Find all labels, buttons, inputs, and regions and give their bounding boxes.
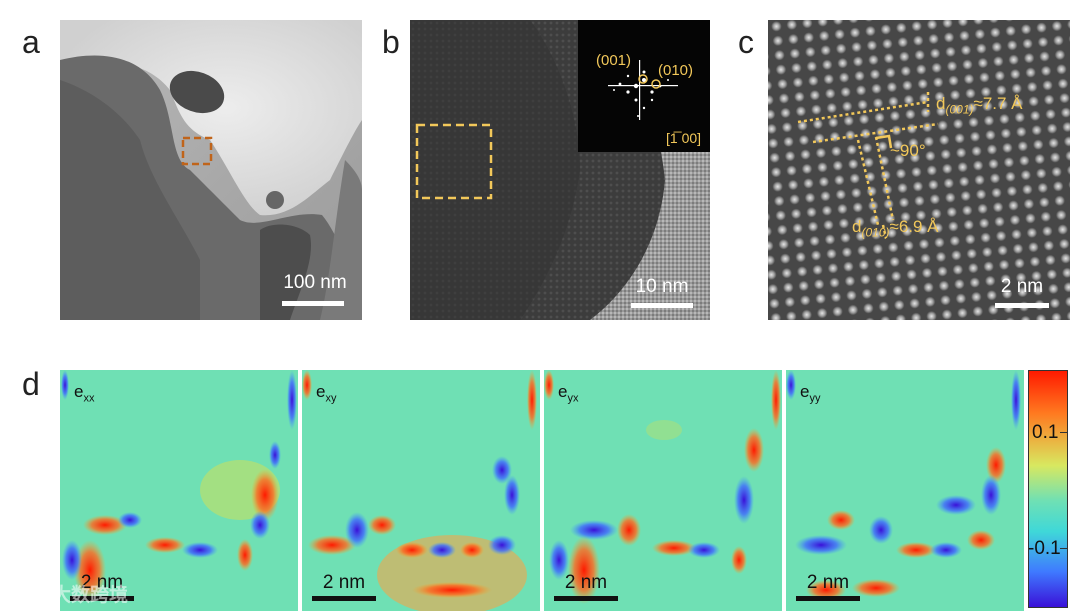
strain-label-exy: exy — [316, 382, 337, 405]
panel-a-scale-bar — [282, 301, 344, 306]
panel-c-lattice-image: d(001)≈7.7 Å ~90° d(010)≈6.9 Å 2 nm — [768, 20, 1070, 320]
strain-label-exx: exx — [74, 382, 95, 405]
panel-b-letter: b — [382, 24, 400, 60]
strain-eyy-scale-label: 2 nm — [806, 572, 850, 593]
strain-eyy-scale-bar — [796, 596, 860, 601]
colorbar-tick-high: 0.1 — [1032, 422, 1059, 443]
panel-a-scale-label: 100 nm — [283, 272, 347, 293]
strain-maps-row: exx 2 nm exy 2 nm — [60, 370, 1024, 611]
colorbar-tick-mark-low — [1060, 548, 1068, 549]
panel-a-letter: a — [22, 24, 40, 60]
strain-exy-scale-label: 2 nm — [322, 572, 366, 593]
watermark: 大数跨境 — [6, 578, 146, 606]
angle-label: ~90° — [890, 141, 926, 160]
strain-label-eyy: eyy — [800, 382, 821, 405]
strain-map-exx: exx 2 nm — [60, 370, 298, 611]
panel-b-scale-bar — [631, 303, 693, 308]
watermark-logo-icon — [8, 582, 45, 598]
fft-spot-010-label: (010) — [658, 62, 694, 79]
panel-a-zoom-box — [181, 136, 213, 166]
strain-map-eyy: eyy 2 nm — [786, 370, 1024, 611]
strain-exy-scale-bar — [312, 596, 376, 601]
panel-b-scale-label: 10 nm — [635, 276, 689, 297]
colorbar — [1028, 370, 1068, 608]
strain-exx-scale-bar — [70, 596, 134, 601]
fft-spot-001-label: (001) — [596, 52, 632, 69]
fft-inset: (001) (010) [1̅ 00] — [578, 20, 710, 152]
colorbar-tick-mark-high — [1060, 432, 1068, 433]
watermark-text: 大数跨境 — [52, 585, 129, 606]
panel-c-scale-bar — [995, 303, 1049, 308]
panel-d-letter: d — [22, 366, 40, 402]
strain-eyx-scale-label: 2 nm — [564, 572, 608, 593]
colorbar-tick-low: -0.1 — [1028, 538, 1061, 559]
strain-eyx-scale-bar — [554, 596, 618, 601]
panel-c-scale-label: 2 nm — [1000, 276, 1044, 297]
panel-b-hrtem-image: (001) (010) [1̅ 00] 10 nm — [410, 20, 710, 320]
panel-a-tem-image: 100 nm — [60, 20, 362, 320]
strain-map-eyx: eyx 2 nm — [544, 370, 782, 611]
fft-zone-axis-label: [1̅ 00] — [666, 130, 702, 146]
panel-c-letter: c — [738, 24, 754, 60]
strain-label-eyx: eyx — [558, 382, 579, 405]
d010-label: d(010)≈6.9 Å — [852, 217, 939, 240]
panel-b-zoom-box — [415, 123, 493, 200]
strain-exx-scale-label: 2 nm — [80, 572, 124, 593]
strain-map-exy: exy 2 nm — [302, 370, 540, 611]
d001-label: d(001)≈7.7 Å — [936, 94, 1023, 117]
